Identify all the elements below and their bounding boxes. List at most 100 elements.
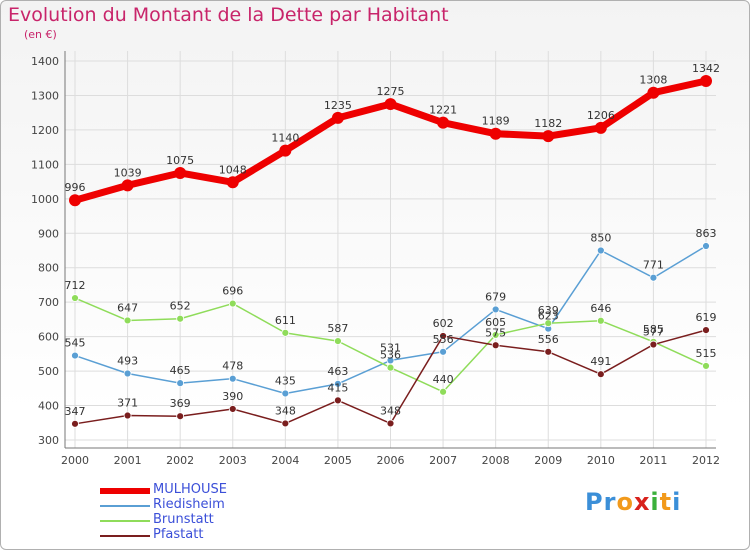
data-point [123,369,132,378]
data-label: 587 [327,322,348,335]
data-point [596,316,605,325]
y-tick-label: 400 [38,400,59,413]
data-point [174,166,187,179]
data-point [544,347,553,356]
data-label: 493 [117,355,138,368]
data-label: 1221 [429,104,457,117]
data-label: 1308 [639,74,667,87]
data-label: 602 [433,317,454,330]
data-label: 585 [643,323,664,336]
x-tick-label: 2012 [692,454,720,467]
x-tick-label: 2007 [429,454,457,467]
x-tick-label: 2004 [271,454,299,467]
data-point [176,314,185,323]
data-point [386,363,395,372]
data-label: 863 [696,227,717,240]
data-label: 390 [222,390,243,403]
data-point [489,127,502,140]
data-label: 619 [696,311,717,324]
data-label: 1206 [587,109,615,122]
data-point [176,379,185,388]
data-point [542,130,555,143]
data-label: 369 [170,397,191,410]
logo-letter: t [659,488,673,516]
data-label: 771 [643,259,664,272]
x-tick-label: 2006 [377,454,405,467]
data-point [649,273,658,282]
data-label: 575 [485,326,506,339]
data-point [71,351,79,360]
x-tick-label: 2003 [219,454,247,467]
data-point [594,121,607,134]
y-tick-label: 500 [38,365,59,378]
data-point [702,326,710,334]
data-point [702,362,710,370]
data-label: 515 [696,347,717,360]
data-label: 347 [65,405,86,418]
data-label: 605 [485,316,506,329]
data-point [71,294,79,302]
data-point [491,305,500,314]
data-label: 556 [433,333,454,346]
data-label: 478 [222,360,243,373]
data-point [702,242,710,250]
legend-label-pfastatt: Pfastatt [153,527,204,542]
data-label: 577 [643,326,664,339]
data-point [121,179,134,192]
data-point [596,246,605,255]
x-tick-label: 2002 [166,454,194,467]
data-label: 1048 [219,163,247,176]
data-point [176,412,185,421]
data-point [544,319,553,328]
data-point [281,389,290,398]
data-label: 1075 [166,154,194,167]
legend-label-riedisheim: Riedisheim [153,497,225,512]
data-point [281,419,290,428]
logo-letter: P [585,488,604,516]
data-label: 1275 [377,85,405,98]
data-label: 611 [275,314,296,327]
legend-swatch-riedisheim [100,505,150,507]
data-label: 1235 [324,99,352,112]
data-point [228,299,237,308]
y-tick-label: 600 [38,331,59,344]
data-label: 465 [170,364,191,377]
data-label: 1342 [692,62,720,75]
data-point [491,341,500,350]
data-label: 1189 [482,115,510,128]
logo-letter: o [616,488,634,516]
logo-letter: x [633,488,651,516]
data-label: 1140 [271,132,299,145]
data-label: 348 [380,404,401,417]
data-label: 491 [590,355,611,368]
x-tick-label: 2009 [534,454,562,467]
data-point [281,328,290,337]
data-label: 415 [327,381,348,394]
data-point [649,340,658,349]
y-tick-label: 1000 [31,193,59,206]
data-point [384,98,397,111]
data-point [334,379,342,388]
data-label: 556 [538,333,559,346]
x-tick-label: 2005 [324,454,352,467]
data-point [334,396,342,405]
data-point [71,419,79,428]
chart-title: Evolution du Montant de la Dette par Hab… [8,4,449,26]
data-label: 371 [117,397,138,410]
data-point [437,116,450,129]
x-tick-label: 2001 [114,454,142,467]
legend-swatch-pfastatt [100,535,150,537]
x-tick-label: 2010 [587,454,615,467]
legend-swatch-brunstatt [100,520,150,522]
data-label: 435 [275,374,296,387]
data-point [700,74,712,87]
y-tick-label: 700 [38,296,59,309]
logo-letter: i [650,488,660,516]
data-point [491,331,500,339]
legend-swatch-mulhouse [100,488,150,494]
data-label: 1039 [114,166,142,179]
data-point [123,411,132,420]
data-point [647,86,660,99]
data-point [439,332,447,340]
y-tick-label: 1300 [31,89,59,102]
